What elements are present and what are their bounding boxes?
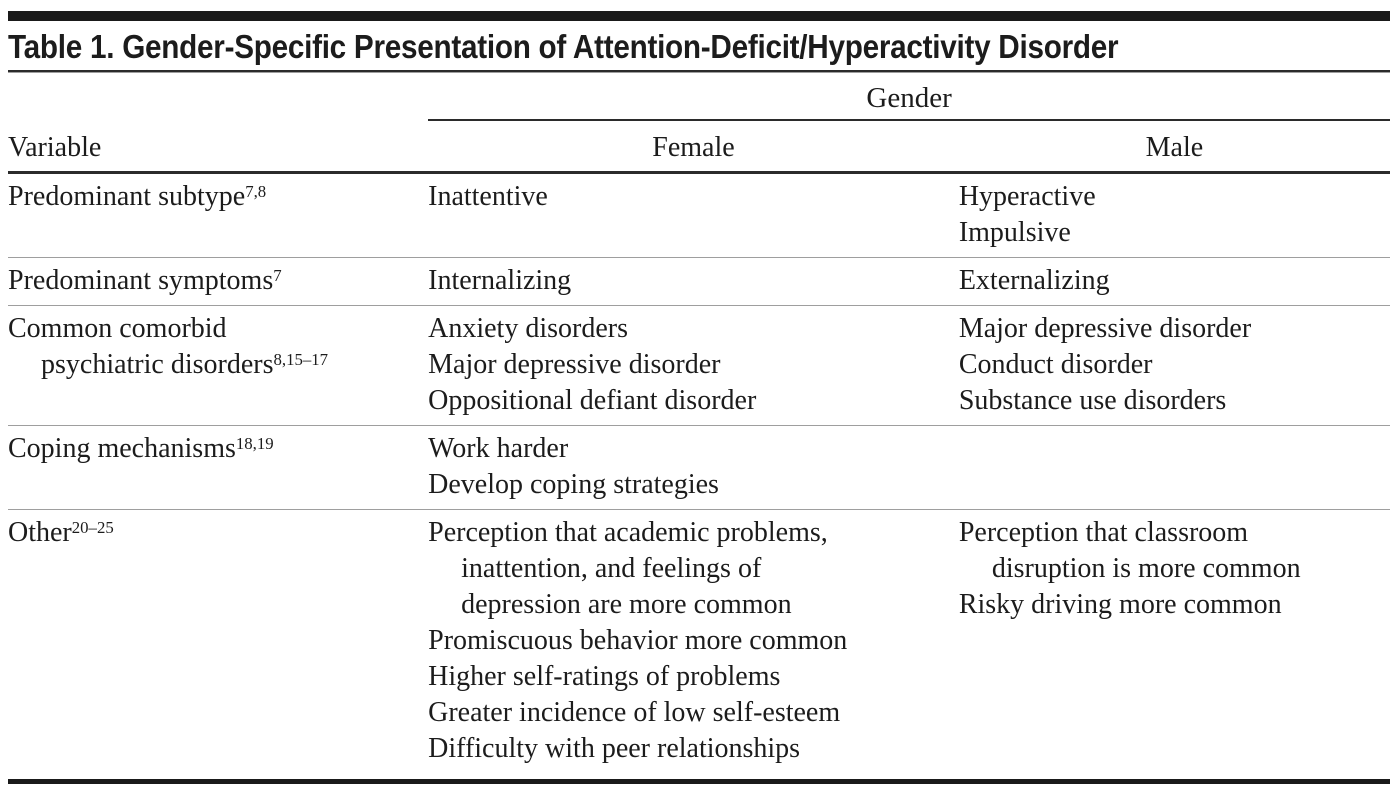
female-cell: Inattentive [428, 173, 959, 258]
cell-item: Difficulty with peer relationships [428, 733, 801, 764]
variable-cell: Predominant symptoms7 [8, 257, 429, 306]
cell-item: Develop coping strategies [428, 469, 719, 500]
reference-superscript: 20–25 [71, 518, 114, 538]
cell-item: Perception that academic problems, inatt… [428, 517, 828, 620]
cell-item: Perception that classroom disruption is … [958, 517, 1301, 584]
female-cell: Work harder Develop coping strategies [428, 425, 959, 510]
variable-cell: Common comorbid psychiatric disorders8,1… [8, 305, 429, 426]
female-cell: Internalizing [428, 257, 959, 306]
cell-item: Major depressive disorder [428, 349, 721, 380]
gender-group-header: Gender [428, 73, 1390, 121]
cell-item: Conduct disorder [958, 349, 1153, 380]
gender-group-row: Gender [8, 73, 1390, 121]
paper-table-figure: Table 1. Gender-Specific Presentation of… [0, 11, 1398, 784]
top-rule [8, 11, 1390, 21]
reference-superscript: 8,15–17 [273, 350, 329, 370]
spacer-cell [8, 73, 428, 120]
cell-item: Anxiety disorders [428, 313, 628, 344]
table-title: Table 1. Gender-Specific Presentation of… [8, 24, 1390, 70]
female-cell: Anxiety disorders Major depressive disor… [428, 305, 959, 426]
cell-item: Internalizing [428, 265, 572, 296]
column-header-row: Variable Female Male [8, 120, 1390, 174]
female-cell: Perception that academic problems, inatt… [428, 509, 959, 779]
table-row-coping-mechanisms: Coping mechanisms18,19 Work harder Devel… [8, 425, 1390, 510]
cell-item: Externalizing [958, 265, 1110, 296]
cell-item: Higher self-ratings of problems [428, 661, 781, 692]
variable-cell: Other20–25 [8, 509, 429, 779]
male-cell: Perception that classroom disruption is … [958, 509, 1390, 779]
column-header-female: Female [428, 120, 959, 174]
male-cell-empty [958, 425, 1390, 510]
cell-item: Hyperactive [958, 181, 1096, 212]
reference-superscript: 7,8 [245, 182, 267, 202]
variable-label: Coping mechanisms18,19 [8, 433, 274, 464]
reference-superscript: 7 [273, 266, 282, 286]
title-underline-rule [8, 70, 1390, 73]
bottom-rule [8, 779, 1390, 784]
cell-item: Impulsive [958, 217, 1071, 248]
cell-item: Substance use disorders [958, 385, 1227, 416]
variable-cell: Coping mechanisms18,19 [8, 425, 429, 510]
gender-presentation-table: Gender Variable Female Male Predominant … [8, 73, 1390, 779]
cell-item: Oppositional defiant disorder [428, 385, 757, 416]
variable-label: Other20–25 [8, 517, 114, 548]
column-header-male: Male [958, 120, 1390, 174]
cell-item: Major depressive disorder [958, 313, 1252, 344]
male-cell: Hyperactive Impulsive [959, 173, 1390, 258]
variable-label: Common comorbid psychiatric disorders8,1… [8, 313, 329, 380]
male-cell: Externalizing [958, 257, 1390, 306]
male-cell: Major depressive disorder Conduct disord… [958, 305, 1390, 426]
table-row-predominant-symptoms: Predominant symptoms7 Internalizing Exte… [8, 257, 1390, 306]
table-title-text: Table 1. Gender-Specific Presentation of… [8, 28, 1119, 65]
reference-superscript: 18,19 [235, 434, 274, 454]
cell-item: Work harder [428, 433, 569, 464]
cell-item: Risky driving more common [958, 589, 1282, 620]
cell-item: Greater incidence of low self-esteem [428, 697, 841, 728]
table-row-predominant-subtype: Predominant subtype7,8 Inattentive Hyper… [8, 173, 1390, 258]
variable-label: Predominant subtype7,8 [8, 181, 267, 212]
table-row-other: Other20–25 Perception that academic prob… [8, 509, 1390, 779]
cell-item: Inattentive [428, 181, 548, 212]
table-row-comorbid-disorders: Common comorbid psychiatric disorders8,1… [8, 305, 1390, 426]
column-header-variable: Variable [8, 120, 429, 174]
cell-item: Promiscuous behavior more common [428, 625, 848, 656]
variable-label: Predominant symptoms7 [8, 265, 282, 296]
variable-cell: Predominant subtype7,8 [8, 173, 428, 258]
